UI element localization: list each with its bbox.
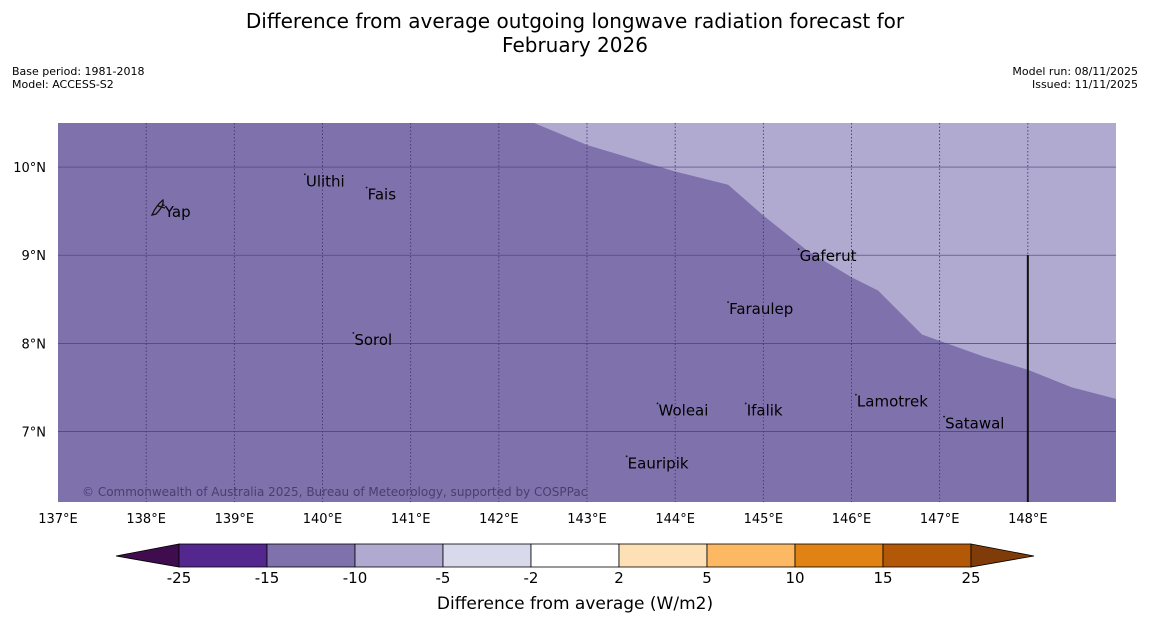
place-yap: Yap	[162, 203, 191, 221]
place-label: Woleai	[659, 401, 709, 419]
island-marker	[797, 248, 800, 251]
colorbar-tick: -15	[255, 569, 280, 587]
lon-tick-label: 140°E	[303, 512, 343, 527]
colorbar-tick: 2	[614, 569, 624, 587]
lat-tick-label: 7°N	[22, 425, 47, 440]
colorbar-bin	[882, 543, 972, 568]
longitude-labels: 137°E 138°E 139°E 140°E 141°E 142°E 143°E 144°E…	[38, 512, 1047, 527]
island-marker	[303, 173, 306, 176]
place-sorol: Sorol	[352, 331, 392, 349]
plot-area: Ulithi Fais Yap Gaferut Faraulep Sorol Lamotre…	[58, 123, 1116, 502]
colorbar-bin	[354, 543, 444, 568]
map-title: Difference from average outgoing longwav…	[0, 9, 1150, 57]
place-lamotrek: Lamotrek	[855, 393, 928, 411]
place-satawal: Satawal	[943, 415, 1004, 433]
lon-tick-label: 144°E	[655, 512, 695, 527]
issued-date: Issued: 11/11/2025	[1031, 78, 1138, 91]
place-eauripik: Eauripik	[625, 454, 689, 472]
island-marker	[943, 415, 945, 418]
copyright-notice: © Commonwealth of Australia 2025, Bureau…	[82, 485, 587, 499]
island-marker	[365, 186, 368, 189]
colorbar-high-extend	[970, 543, 1035, 568]
place-ifalik: Ifalik	[744, 401, 783, 419]
lon-tick-label: 146°E	[832, 512, 872, 527]
base-period: Base period: 1981-2018	[12, 65, 145, 78]
place-label: Lamotrek	[857, 393, 928, 411]
colorbar-tick: -25	[167, 569, 192, 587]
island-marker	[625, 455, 628, 458]
lon-tick-label: 142°E	[479, 512, 519, 527]
place-label: Satawal	[945, 415, 1004, 433]
colorbar-tick: 25	[961, 569, 980, 587]
island-marker	[727, 301, 729, 303]
colorbar-tick: -2	[524, 569, 539, 587]
colorbar-bin	[442, 543, 532, 568]
colorbar-label: Difference from average (W/m2)	[436, 594, 714, 614]
place-label: Eauripik	[628, 454, 689, 472]
colorbar: -25 -15 -10 -5 -2 2 5 10 15 25	[115, 543, 1035, 587]
colorbar-bin	[618, 543, 708, 568]
island-marker	[744, 402, 747, 405]
colorbar-low-extend	[115, 543, 180, 568]
lat-tick-label: 10°N	[13, 161, 46, 176]
island-marker	[656, 402, 659, 405]
colorbar-bin	[530, 543, 620, 568]
colorbar-tick: 15	[873, 569, 892, 587]
island-marker	[162, 204, 165, 207]
lon-tick-label: 139°E	[215, 512, 255, 527]
colorbar-bin	[266, 543, 356, 568]
place-faraulep: Faraulep	[727, 300, 793, 318]
colorbar-tick: 5	[702, 569, 712, 587]
field-secondary-region	[534, 123, 1116, 399]
place-label: Ulithi	[306, 172, 345, 190]
island-marker	[855, 393, 857, 396]
place-woleai: Woleai	[656, 401, 709, 419]
place-label: Faraulep	[729, 300, 793, 318]
lat-tick-label: 8°N	[22, 337, 47, 352]
colorbar-bin	[706, 543, 796, 568]
place-label: Sorol	[354, 331, 392, 349]
place-label: Fais	[368, 186, 397, 204]
place-gaferut: Gaferut	[797, 247, 857, 265]
meta-right-block: Model run: 08/11/2025 Issued: 11/11/2025	[1012, 65, 1138, 91]
lon-tick-label: 141°E	[391, 512, 431, 527]
place-fais: Fais	[365, 186, 397, 204]
lon-tick-label: 148°E	[1008, 512, 1048, 527]
lon-tick-label: 147°E	[920, 512, 960, 527]
lat-tick-label: 9°N	[22, 249, 47, 264]
lon-tick-label: 143°E	[567, 512, 607, 527]
colorbar-bins	[178, 543, 972, 568]
meta-left-block: Base period: 1981-2018 Model: ACCESS-S2	[12, 65, 144, 91]
lon-tick-label: 137°E	[38, 512, 78, 527]
model-run: Model run: 08/11/2025	[1012, 65, 1138, 78]
title-line-2: February 2026	[502, 33, 648, 57]
latitude-labels: 10°N 9°N 8°N 7°N	[13, 161, 46, 440]
island-marker	[352, 332, 355, 334]
title-line-1: Difference from average outgoing longwav…	[245, 9, 905, 33]
place-label: Ifalik	[747, 401, 783, 419]
colorbar-bin	[178, 543, 268, 568]
lon-tick-label: 138°E	[126, 512, 166, 527]
gridlines	[58, 123, 1116, 502]
place-label: Gaferut	[800, 247, 857, 265]
place-label: Yap	[164, 203, 191, 221]
lon-tick-label: 145°E	[744, 512, 784, 527]
colorbar-tick: 10	[785, 569, 804, 587]
yap-island-shape	[150, 198, 166, 216]
colorbar-tick: -5	[436, 569, 451, 587]
colorbar-bin	[794, 543, 884, 568]
colorbar-tick-labels: -25 -15 -10 -5 -2 2 5 10 15 25	[167, 569, 981, 587]
place-labels: Ulithi Fais Yap Gaferut Faraulep Sorol Lamotre…	[162, 172, 1004, 472]
place-ulithi: Ulithi	[303, 172, 345, 190]
model-name: Model: ACCESS-S2	[12, 78, 114, 91]
colorbar-tick: -10	[343, 569, 368, 587]
